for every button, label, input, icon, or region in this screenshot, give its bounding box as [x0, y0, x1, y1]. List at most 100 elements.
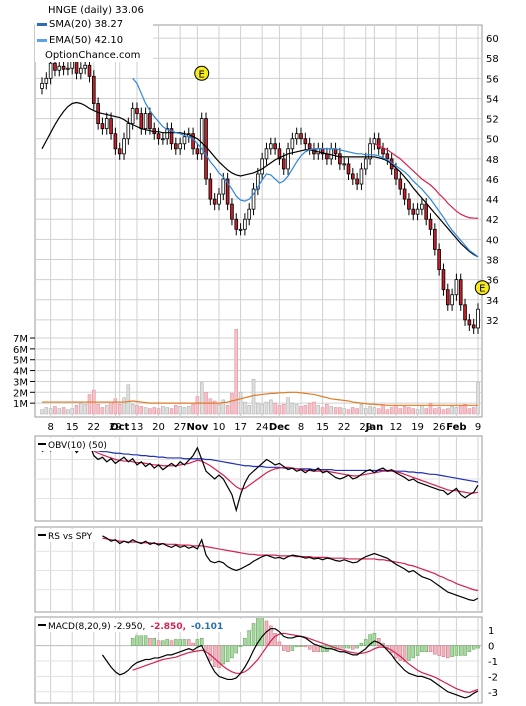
- macd-label: MACD(8,20,9) -2.950, -2.850, -0.101: [48, 622, 223, 632]
- macd-histogram-bar: [424, 645, 428, 653]
- volume-bar: [329, 406, 333, 415]
- macd-histogram-bar: [415, 645, 420, 656]
- candle-body: [450, 294, 454, 306]
- macd-histogram-bar: [411, 645, 416, 659]
- date-tick-label: 8: [298, 422, 304, 433]
- volume-tick-label: 2M: [13, 388, 28, 399]
- macd-histogram-bar: [156, 640, 161, 646]
- date-tick-label: 24: [256, 422, 269, 433]
- volume-bar: [454, 407, 459, 415]
- candle-body: [174, 143, 178, 150]
- candlestick: [61, 60, 66, 76]
- candlestick: [230, 198, 234, 226]
- macd-histogram-bar: [294, 645, 299, 648]
- volume-bar: [113, 398, 118, 415]
- candlestick: [307, 137, 312, 155]
- candlestick: [225, 172, 230, 211]
- candlestick: [277, 142, 282, 165]
- macd-signal-value: -2.850,: [150, 622, 186, 632]
- candle-body: [135, 108, 139, 114]
- volume-bar: [104, 405, 109, 415]
- price-tick-label: 46: [486, 175, 499, 186]
- volume-bar: [100, 407, 105, 415]
- macd-tick-label: 1: [488, 626, 494, 637]
- volume-bar: [96, 403, 100, 415]
- volume-bar: [316, 405, 321, 415]
- candlestick: [415, 203, 420, 221]
- volume-bar: [407, 407, 411, 415]
- price-grid: [35, 25, 482, 417]
- date-tick-label: 15: [66, 422, 79, 433]
- macd-histogram-bar: [260, 618, 264, 646]
- candle-body: [281, 158, 286, 170]
- candle-body: [342, 163, 346, 166]
- candle-body: [402, 188, 407, 200]
- volume-bar: [182, 407, 187, 415]
- macd-histogram-bar: [182, 639, 187, 646]
- volume-grid: [35, 337, 482, 404]
- date-tick-label: 13: [131, 422, 144, 433]
- macd-histogram-bar: [230, 645, 234, 659]
- candle-body: [251, 188, 256, 210]
- candlestick: [161, 132, 165, 145]
- macd-tick-label: 0: [488, 642, 494, 653]
- macd-histogram-bar: [165, 639, 169, 646]
- candle-body: [381, 148, 385, 155]
- candle-body: [294, 133, 299, 140]
- rs-panel-frame: [34, 526, 483, 613]
- volume-bar: [174, 405, 178, 415]
- volume-bar: [364, 408, 368, 415]
- obv-label: OBV(10) (50): [48, 441, 107, 451]
- candlestick: [420, 198, 424, 216]
- price-tick-label: 56: [486, 74, 499, 85]
- volume-bar: [372, 407, 377, 415]
- candle-body: [376, 138, 381, 150]
- candle-body: [368, 143, 372, 160]
- price-tick-label: 58: [486, 54, 499, 65]
- volume-bar: [476, 382, 480, 415]
- candle-body: [126, 123, 131, 140]
- price-tick-label: 50: [486, 135, 499, 146]
- macd-histogram-bar: [169, 640, 174, 646]
- candle-body: [471, 324, 476, 329]
- macd-histogram-bar: [195, 639, 200, 646]
- volume-bar: [299, 406, 303, 415]
- watermark: OptionChance.com: [45, 50, 140, 61]
- volume-bar: [307, 402, 312, 415]
- candlestick: [91, 70, 96, 110]
- candle-body: [398, 178, 403, 190]
- macd-histogram-bar: [471, 645, 476, 650]
- candle-body: [407, 198, 411, 210]
- volume-bar: [148, 408, 152, 415]
- candle-body: [130, 108, 135, 125]
- volume-bar: [87, 394, 92, 415]
- volume-bar: [243, 401, 247, 415]
- rs-label-swatch: [38, 534, 46, 536]
- macd-histogram-bar: [148, 637, 152, 646]
- candle-body: [148, 113, 152, 130]
- candle-body: [445, 289, 450, 306]
- candlestick: [40, 77, 44, 95]
- candle-body: [96, 103, 100, 125]
- volume-bar: [122, 397, 126, 415]
- macd-histogram-bar: [135, 635, 139, 646]
- volume-bar: [109, 401, 113, 415]
- volume-bar: [471, 407, 476, 415]
- date-tick-label: Nov: [187, 422, 209, 433]
- candlestick: [199, 112, 204, 160]
- volume-bar: [57, 408, 62, 415]
- candle-body: [273, 143, 277, 150]
- candle-body: [307, 143, 312, 150]
- macd-histogram-bar: [178, 639, 182, 646]
- candlestick: [450, 288, 454, 311]
- volume-tick-label: 1M: [13, 399, 28, 410]
- macd-histogram-bar: [437, 645, 441, 656]
- ema50-line: [132, 77, 479, 258]
- candlestick: [294, 127, 299, 145]
- volume-bar: [74, 405, 79, 415]
- candlestick: [290, 132, 295, 155]
- candlestick: [359, 162, 364, 191]
- macd-histogram-bar: [243, 637, 247, 646]
- volume-bar: [411, 408, 416, 415]
- macd-histogram-bar: [372, 633, 377, 646]
